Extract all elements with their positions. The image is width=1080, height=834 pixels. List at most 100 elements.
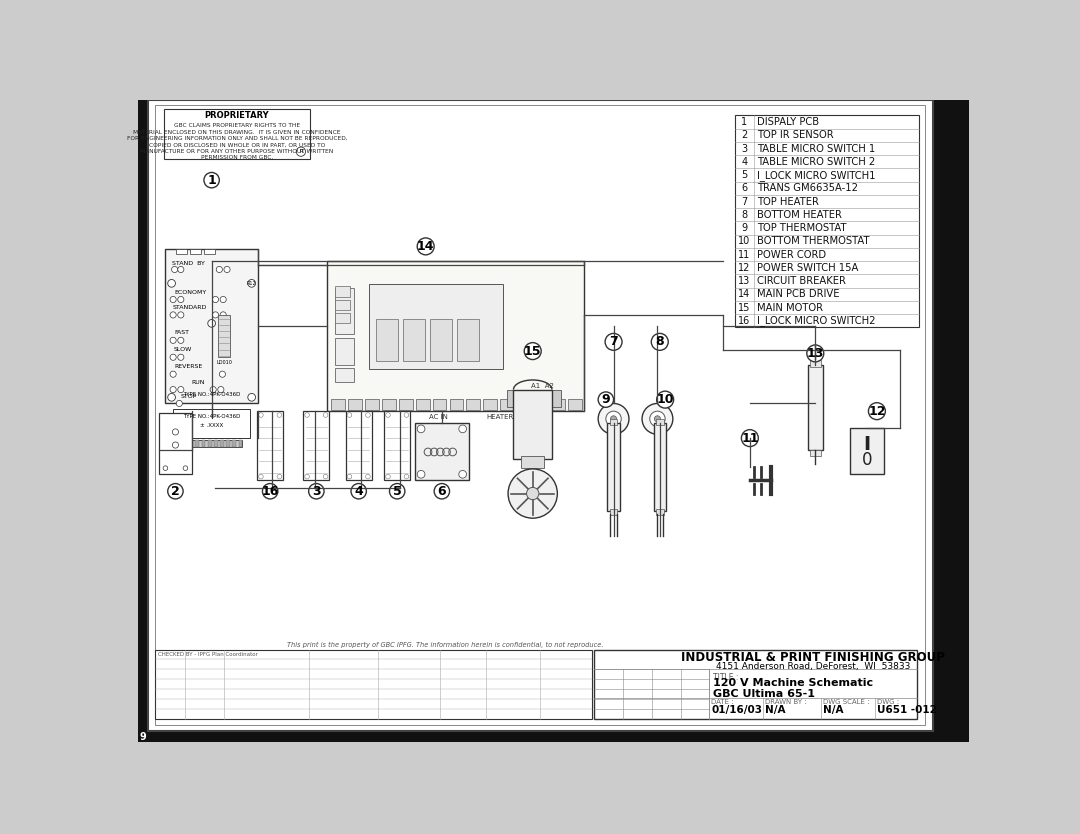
Text: TOP IR SENSOR: TOP IR SENSOR	[757, 130, 834, 140]
Text: 9: 9	[139, 732, 147, 742]
Circle shape	[351, 484, 366, 499]
Circle shape	[527, 487, 539, 500]
Text: DATE :: DATE :	[712, 699, 734, 705]
Bar	[368, 284, 503, 369]
Circle shape	[459, 470, 467, 478]
Bar	[348, 399, 362, 409]
Text: This print is the property of GBC IPFG. The information herein is confidential, : This print is the property of GBC IPFG. …	[287, 642, 604, 648]
Text: R12: R12	[247, 281, 256, 286]
Bar	[239, 440, 242, 446]
Bar	[195, 440, 200, 446]
Bar	[551, 399, 565, 409]
Text: INDUSTRIAL & PRINT FINISHING GROUP: INDUSTRIAL & PRINT FINISHING GROUP	[681, 651, 945, 664]
Text: 4151 Anderson Road, DeForest,  WI  53833: 4151 Anderson Road, DeForest, WI 53833	[716, 662, 910, 671]
Bar	[449, 399, 463, 409]
Text: REVERSE: REVERSE	[174, 364, 203, 369]
Bar	[522, 456, 544, 468]
Bar	[535, 399, 549, 409]
Bar	[190, 249, 201, 254]
Text: 120 V Machine Schematic: 120 V Machine Schematic	[713, 678, 873, 688]
Text: TYPE NO.:4PK-O436D: TYPE NO.:4PK-O436D	[183, 414, 241, 419]
Circle shape	[605, 334, 622, 350]
Text: R: R	[299, 149, 302, 154]
Circle shape	[172, 266, 178, 273]
Circle shape	[417, 425, 424, 433]
Circle shape	[247, 279, 256, 287]
Text: 15: 15	[739, 303, 751, 313]
Text: STAND  BY: STAND BY	[172, 261, 205, 266]
Text: FAST: FAST	[175, 330, 190, 335]
Text: GBC CLAIMS PROPRIETARY RIGHTS TO THE
MATERIAL ENCLOSED ON THIS DRAWING.  IT IS G: GBC CLAIMS PROPRIETARY RIGHTS TO THE MAT…	[126, 123, 348, 160]
Text: LD010: LD010	[216, 359, 232, 364]
Bar	[218, 315, 230, 357]
Bar	[382, 399, 395, 409]
Bar	[346, 411, 372, 480]
Bar	[164, 109, 310, 159]
Text: MAIN MOTOR: MAIN MOTOR	[757, 303, 823, 313]
Text: 7: 7	[741, 197, 747, 207]
Circle shape	[610, 416, 617, 422]
Text: ± .XXXX: ± .XXXX	[200, 424, 224, 429]
Text: TABLE MICRO SWITCH 1: TABLE MICRO SWITCH 1	[757, 143, 875, 153]
Circle shape	[178, 296, 184, 303]
Text: I_LOCK MICRO SWITCH1: I_LOCK MICRO SWITCH1	[757, 169, 875, 180]
Bar	[257, 411, 283, 480]
Circle shape	[213, 296, 218, 303]
Bar	[207, 440, 212, 446]
Circle shape	[204, 173, 219, 188]
Text: 12: 12	[868, 404, 886, 418]
Circle shape	[170, 354, 176, 360]
Circle shape	[178, 312, 184, 318]
Circle shape	[741, 430, 758, 446]
Circle shape	[219, 371, 226, 377]
Circle shape	[216, 266, 222, 273]
Bar	[365, 399, 379, 409]
Text: 10: 10	[739, 236, 751, 246]
Text: 14: 14	[417, 240, 434, 253]
Circle shape	[184, 466, 188, 470]
Bar	[656, 419, 663, 425]
Text: MAIN PCB DRIVE: MAIN PCB DRIVE	[757, 289, 839, 299]
Bar	[656, 509, 663, 515]
Circle shape	[258, 413, 264, 417]
Bar	[810, 450, 821, 456]
Bar	[508, 390, 523, 407]
Circle shape	[323, 413, 328, 417]
Text: 11: 11	[739, 249, 751, 259]
Text: I_LOCK MICRO SWITCH2: I_LOCK MICRO SWITCH2	[757, 315, 875, 326]
Circle shape	[170, 371, 176, 377]
Bar	[568, 399, 582, 409]
Text: CIRCUIT BREAKER: CIRCUIT BREAKER	[757, 276, 846, 286]
Bar	[933, 100, 970, 742]
Circle shape	[459, 425, 467, 433]
Circle shape	[224, 266, 230, 273]
Circle shape	[347, 475, 352, 479]
Bar	[335, 368, 354, 382]
Circle shape	[207, 319, 216, 327]
Bar	[189, 440, 193, 446]
Text: 8: 8	[741, 210, 747, 220]
Circle shape	[178, 266, 184, 273]
Text: DRAWN BY :: DRAWN BY :	[766, 699, 807, 705]
Circle shape	[309, 484, 324, 499]
Bar	[377, 319, 397, 361]
Text: 12: 12	[739, 263, 751, 273]
Bar	[220, 440, 224, 446]
Bar	[330, 399, 345, 409]
Bar	[403, 319, 424, 361]
Bar	[232, 440, 237, 446]
Text: TOP THERMOSTAT: TOP THERMOSTAT	[757, 223, 847, 233]
Text: BOTTOM THERMOSTAT: BOTTOM THERMOSTAT	[757, 236, 869, 246]
Bar	[527, 390, 542, 407]
Text: 16: 16	[261, 485, 279, 498]
Circle shape	[657, 391, 674, 408]
Text: 11: 11	[741, 432, 758, 445]
Circle shape	[176, 400, 183, 406]
Text: 8: 8	[656, 335, 664, 349]
Circle shape	[296, 147, 306, 156]
Text: 14: 14	[739, 289, 751, 299]
Text: CHECKED BY - IPFG Plan Coordinator: CHECKED BY - IPFG Plan Coordinator	[159, 652, 258, 657]
Circle shape	[220, 296, 226, 303]
Text: 3: 3	[312, 485, 321, 498]
Text: N/A: N/A	[766, 705, 786, 715]
